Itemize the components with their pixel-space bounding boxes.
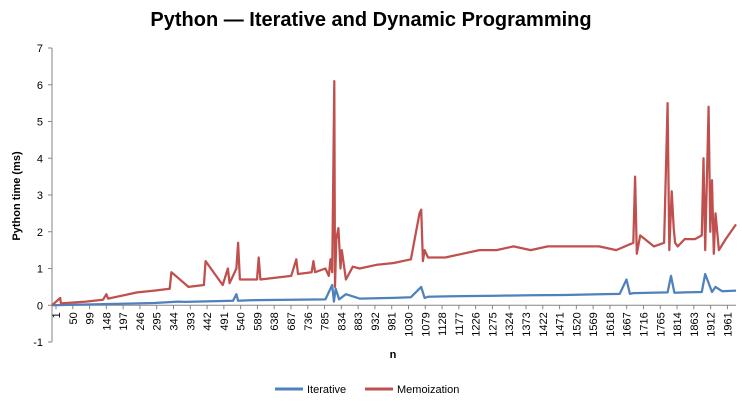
- chart-title: Python — Iterative and Dynamic Programmi…: [150, 9, 591, 31]
- x-tick-label: 540: [236, 312, 248, 330]
- x-tick-label: 1324: [504, 312, 516, 336]
- x-tick-label: 1667: [622, 312, 634, 336]
- legend-label-iterative: Iterative: [307, 384, 346, 396]
- x-tick-label: 344: [168, 312, 180, 330]
- legend-label-memoization: Memoization: [397, 384, 459, 396]
- x-tick-label: 834: [336, 312, 348, 330]
- legend: Iterative Memoization: [275, 384, 459, 396]
- y-tick-label: 0: [37, 300, 43, 312]
- x-tick-label: 1618: [605, 312, 617, 336]
- x-tick-label: 1373: [521, 312, 533, 336]
- x-tick-label: 99: [85, 312, 97, 324]
- x-tick-label: 687: [286, 312, 298, 330]
- y-axis: -1 0 1 2 3 4 5 6 7: [33, 43, 53, 349]
- x-tick-label: 1912: [706, 312, 718, 336]
- x-tick-label: 246: [135, 312, 147, 330]
- x-tick-label: 589: [252, 312, 264, 330]
- x-tick-label: 1814: [672, 312, 684, 336]
- x-tick-label: 1128: [437, 312, 449, 336]
- x-tick-label: 1: [51, 312, 63, 318]
- x-tick-label: 981: [387, 312, 399, 330]
- x-tick-label: 1177: [454, 312, 466, 336]
- x-tick-label: 736: [303, 312, 315, 330]
- x-tick-label: 148: [101, 312, 113, 330]
- x-tick-label: 1765: [655, 312, 667, 336]
- series-line-iterative: [51, 272, 737, 307]
- x-axis-title: n: [390, 349, 397, 361]
- x-tick-label: 1030: [403, 312, 415, 336]
- x-tick-label: 785: [320, 312, 332, 330]
- x-tick-label: 1520: [571, 312, 583, 336]
- x-tick-label: 1275: [487, 312, 499, 336]
- x-tick-label: 393: [185, 312, 197, 330]
- series-group: [51, 79, 737, 307]
- x-tick-label: 50: [68, 312, 80, 324]
- x-tick-label: 1569: [588, 312, 600, 336]
- x-tick-label: 1471: [555, 312, 567, 336]
- x-axis: 1 50 99 148 197 246 295 344 393 442 491 540 589 638 68…: [51, 304, 736, 337]
- y-tick-label: 6: [37, 80, 43, 92]
- x-tick-label: 883: [353, 312, 365, 330]
- y-tick-label: 2: [37, 227, 43, 239]
- x-tick-label: 442: [202, 312, 214, 330]
- y-tick-label: -1: [33, 337, 43, 349]
- x-tick-label: 1961: [722, 312, 734, 336]
- x-tick-label: 1716: [638, 312, 650, 336]
- x-tick-label: 295: [152, 312, 164, 330]
- y-tick-label: 7: [37, 43, 43, 55]
- x-tick-label: 932: [370, 312, 382, 330]
- x-tick-label: 1422: [538, 312, 550, 336]
- x-tick-label: 197: [118, 312, 130, 330]
- y-tick-label: 5: [37, 117, 43, 129]
- x-tick-label: 491: [219, 312, 231, 330]
- y-axis-title: Python time (ms): [11, 151, 23, 241]
- y-tick-label: 4: [37, 153, 43, 165]
- x-tick-label: 638: [269, 312, 281, 330]
- x-tick-label: 1863: [689, 312, 701, 336]
- x-tick-label: 1226: [471, 312, 483, 336]
- y-tick-label: 3: [37, 190, 43, 202]
- x-tick-label: 1079: [420, 312, 432, 336]
- y-tick-label: 1: [37, 264, 43, 276]
- series-line-memoization: [51, 79, 737, 307]
